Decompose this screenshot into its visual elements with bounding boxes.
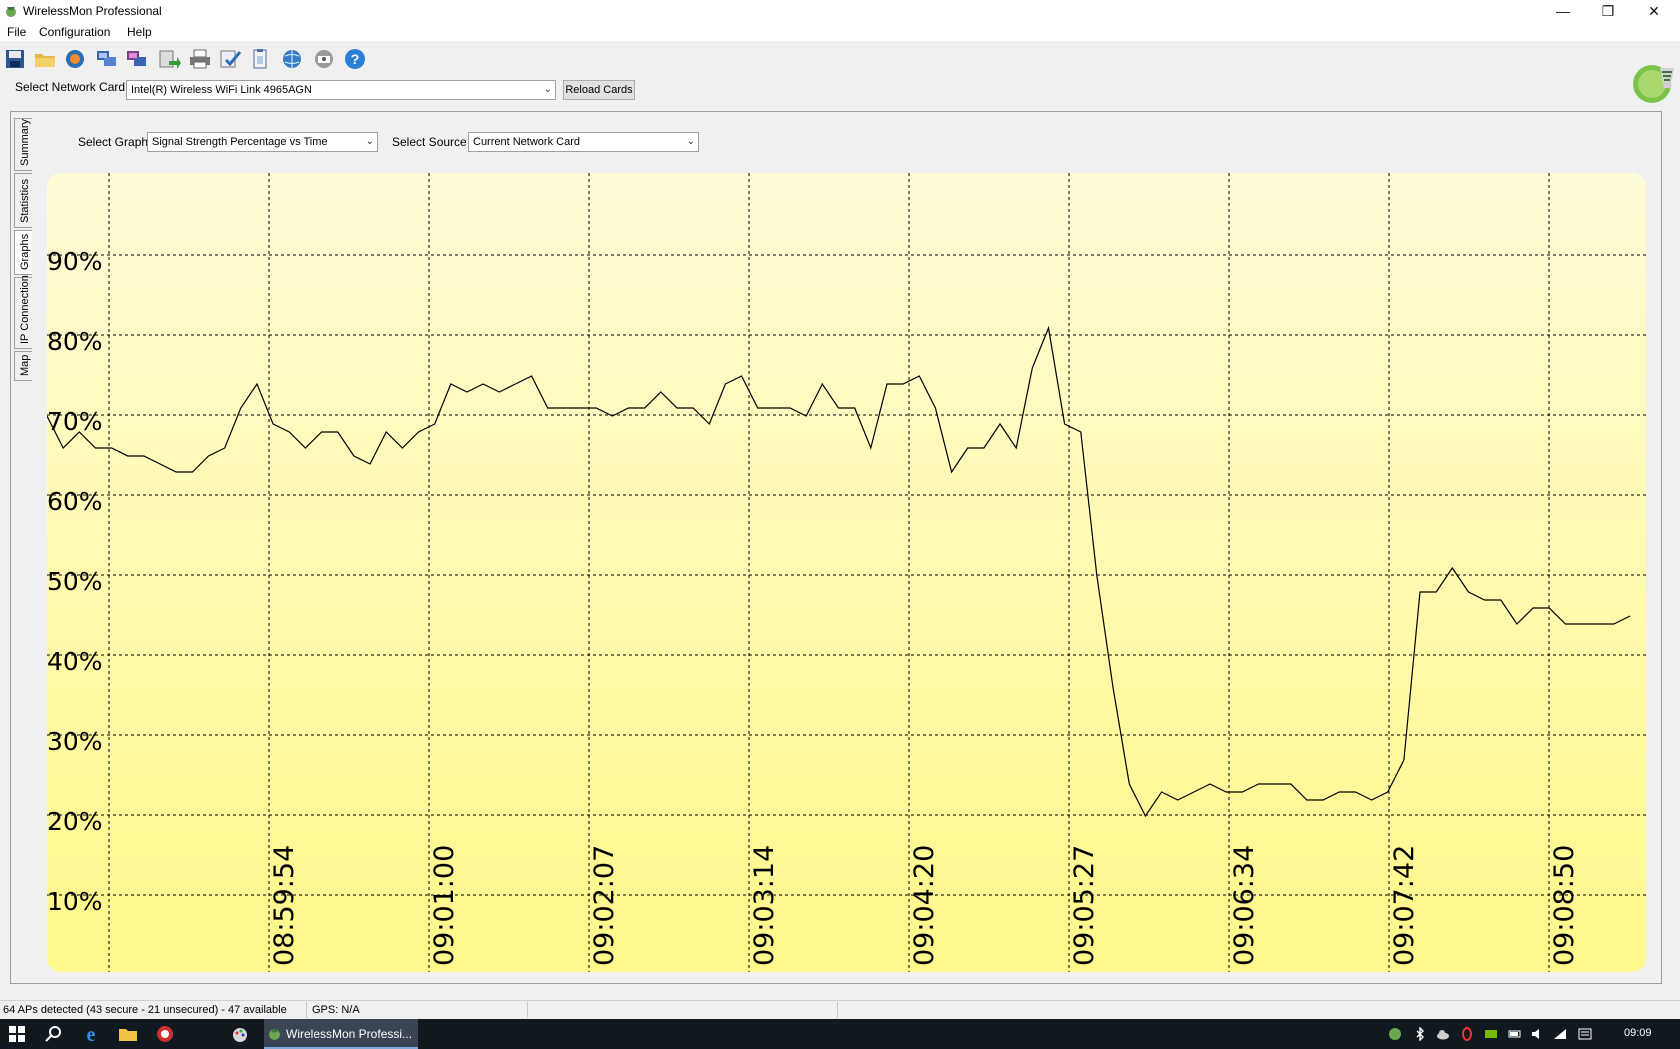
- y-axis-label: 60%: [47, 487, 103, 516]
- graph-type-value: Signal Strength Percentage vs Time: [152, 136, 328, 148]
- volume-icon[interactable]: [1530, 1027, 1544, 1041]
- tab-map[interactable]: Map: [14, 351, 32, 381]
- menu-configuration[interactable]: Configuration: [39, 25, 111, 39]
- menu-help[interactable]: Help: [127, 25, 152, 39]
- tab-statistics[interactable]: Statistics: [14, 173, 32, 228]
- restore-button[interactable]: ❐: [1601, 3, 1615, 19]
- y-axis-label: 70%: [47, 407, 103, 436]
- select-source-label: Select Source: [392, 135, 467, 149]
- info-icon[interactable]: [312, 47, 336, 71]
- chart-svg: 90% 80% 70% 60% 50% 40% 30% 20% 10% 08:59:54 09:01…: [47, 173, 1646, 972]
- time-axis-label: 09:08:50: [1549, 845, 1580, 966]
- menu-bar: File Configuration Help: [0, 22, 1680, 43]
- title-bar: WirelessMon Professional — ❐ ✕: [0, 0, 1680, 22]
- y-axis-label: 90%: [47, 247, 103, 276]
- record-icon[interactable]: [63, 47, 87, 71]
- opera-icon[interactable]: [1460, 1027, 1474, 1041]
- network-card-icon[interactable]: [95, 47, 119, 71]
- y-axis-label: 50%: [47, 567, 103, 596]
- status-bar: 64 APs detected (43 secure - 21 unsecure…: [0, 1000, 1680, 1020]
- paint-icon[interactable]: [230, 1024, 250, 1044]
- wirelessmon-logo-icon: [1633, 65, 1674, 103]
- taskbar-active-app[interactable]: WirelessMon Professi...: [264, 1019, 418, 1049]
- chevron-down-icon: ⌄: [365, 136, 374, 147]
- toolbar: ?: [0, 43, 380, 73]
- windows-taskbar: e WirelessMon Professi... 09:09: [0, 1019, 1680, 1049]
- clipboard-icon[interactable]: [248, 47, 272, 71]
- nvidia-icon[interactable]: [1484, 1027, 1498, 1041]
- y-axis-label: 80%: [47, 327, 103, 356]
- y-axis-label: 10%: [47, 887, 103, 916]
- menu-file[interactable]: File: [7, 25, 27, 39]
- graph-source-select[interactable]: Current Network Card ⌄: [468, 132, 699, 152]
- tab-summary[interactable]: Summary: [14, 118, 32, 171]
- wirelessmon-app-icon: [6, 7, 16, 17]
- search-icon[interactable]: [44, 1024, 64, 1044]
- y-axis-label: 40%: [47, 647, 103, 676]
- time-axis-label: 09:01:00: [429, 845, 460, 966]
- network-card-select[interactable]: Intel(R) Wireless WiFi Link 4965AGN ⌄: [126, 80, 556, 100]
- signal-strength-line: [47, 325, 1631, 818]
- signal-strength-chart: 90% 80% 70% 60% 50% 40% 30% 20% 10% 08:59:54 09:01…: [47, 173, 1646, 972]
- time-axis-label: 08:59:54: [269, 845, 300, 966]
- log-icon[interactable]: [125, 47, 149, 71]
- svg-text:?: ?: [351, 51, 360, 67]
- minimize-button[interactable]: —: [1556, 3, 1570, 19]
- time-axis-label: 09:02:07: [589, 845, 620, 966]
- network-tray-icon[interactable]: [1388, 1027, 1402, 1041]
- print-icon[interactable]: [188, 47, 212, 71]
- svg-text:e: e: [87, 1024, 96, 1044]
- network-card-value: Intel(R) Wireless WiFi Link 4965AGN: [131, 84, 312, 96]
- windows-start-icon[interactable]: [7, 1024, 27, 1044]
- cloud-icon[interactable]: [1436, 1027, 1450, 1041]
- select-graph-label: Select Graph: [78, 135, 149, 149]
- battery-icon[interactable]: [1508, 1027, 1522, 1041]
- wirelessmon-app-icon: [269, 1029, 280, 1040]
- open-folder-icon[interactable]: [33, 47, 57, 71]
- globe-icon[interactable]: [280, 47, 304, 71]
- file-explorer-icon[interactable]: [118, 1024, 138, 1044]
- graph-type-select[interactable]: Signal Strength Percentage vs Time ⌄: [147, 132, 378, 152]
- gps-status: GPS: N/A: [312, 1004, 360, 1016]
- reload-cards-button[interactable]: Reload Cards: [563, 80, 635, 100]
- ap-count-status: 64 APs detected (43 secure - 21 unsecure…: [3, 1004, 287, 1016]
- select-network-card-label: Select Network Card: [15, 80, 126, 94]
- y-axis-label: 20%: [47, 807, 103, 836]
- time-axis-label: 09:04:20: [909, 845, 940, 966]
- app-icon[interactable]: [155, 1024, 175, 1044]
- status-separator: [306, 1002, 307, 1018]
- save-icon[interactable]: [3, 47, 27, 71]
- export-icon[interactable]: [157, 47, 181, 71]
- check-icon[interactable]: [218, 47, 242, 71]
- window-title: WirelessMon Professional: [23, 4, 162, 18]
- status-separator: [837, 1002, 838, 1018]
- chevron-down-icon: ⌄: [543, 84, 552, 95]
- graph-source-value: Current Network Card: [473, 136, 580, 148]
- time-axis-label: 09:03:14: [749, 845, 780, 966]
- status-separator: [527, 1002, 528, 1018]
- time-axis-label: 09:05:27: [1069, 845, 1100, 966]
- notifications-icon[interactable]: [1578, 1027, 1592, 1041]
- chevron-down-icon: ⌄: [686, 136, 695, 147]
- help-icon[interactable]: ?: [343, 47, 367, 71]
- wifi-icon[interactable]: [1553, 1027, 1567, 1041]
- time-axis-label: 09:07:42: [1389, 845, 1420, 966]
- close-button[interactable]: ✕: [1648, 3, 1660, 19]
- taskbar-clock: 09:09: [1624, 1027, 1652, 1039]
- bluetooth-icon[interactable]: [1413, 1027, 1427, 1041]
- tab-graphs[interactable]: Graphs: [14, 230, 32, 275]
- tab-ip-connection[interactable]: IP Connection: [14, 275, 32, 349]
- time-axis-label: 09:06:34: [1229, 845, 1260, 966]
- edge-browser-icon[interactable]: e: [81, 1024, 101, 1044]
- y-axis-label: 30%: [47, 727, 103, 756]
